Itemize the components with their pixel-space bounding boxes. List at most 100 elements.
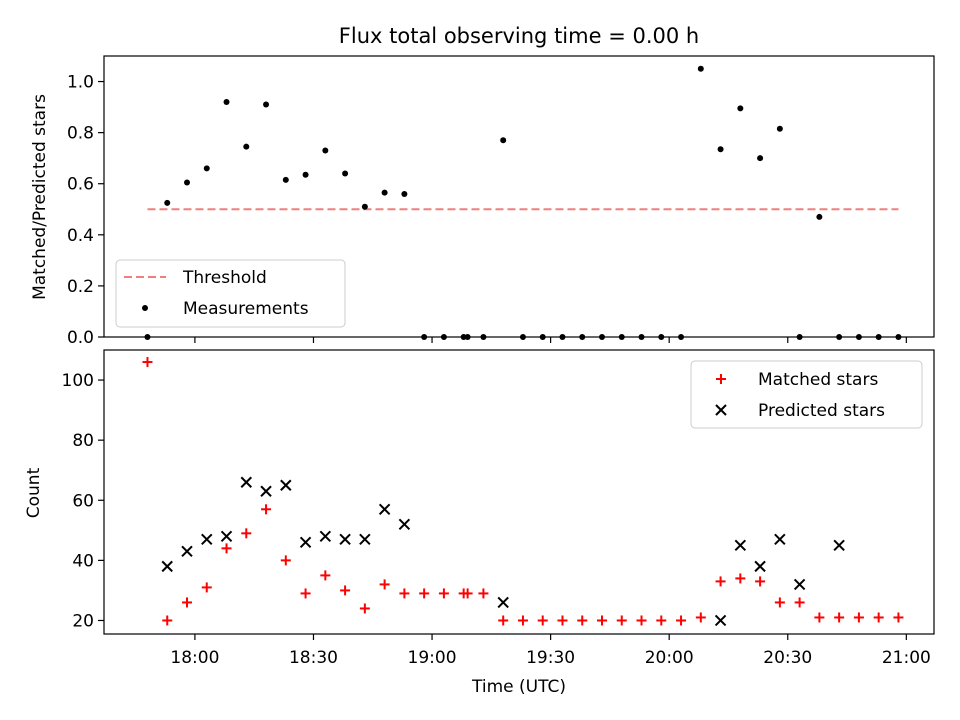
measurement-point xyxy=(184,179,190,186)
bottom-plot-area: 20 40 60 80 100 18:00 18:30 19:00 19:30 20:00 20:3… xyxy=(62,349,935,668)
measurement-point xyxy=(203,165,210,172)
top-y-tick-label: 0.2 xyxy=(67,277,94,297)
matched-star-point xyxy=(794,597,805,608)
measurement-point xyxy=(263,101,270,108)
predicted-star-point xyxy=(497,596,509,609)
matched-star-point xyxy=(340,585,351,596)
predicted-star-point xyxy=(161,560,173,573)
matched-star-point xyxy=(557,615,568,626)
measurement-point xyxy=(776,125,783,132)
bottom-legend: Matched stars Predicted stars xyxy=(690,360,923,429)
measurement-point xyxy=(737,105,744,112)
x-tick-label: 21:00 xyxy=(882,648,931,668)
measurement-point xyxy=(282,176,289,183)
predicted-star-point xyxy=(339,533,351,546)
matched-star-point xyxy=(379,579,390,590)
measurement-point xyxy=(223,98,230,105)
predicted-star-point xyxy=(734,539,747,552)
measurement-point xyxy=(717,146,724,153)
matched-star-point xyxy=(577,615,588,626)
measurement-point xyxy=(302,171,309,178)
matched-star-point xyxy=(676,615,687,626)
predicted-x-b xyxy=(378,503,391,515)
bottom-y-tick-label: 40 xyxy=(72,551,94,571)
measurement-point xyxy=(322,147,329,154)
predicted-star-point xyxy=(201,533,213,546)
matched-star-point xyxy=(498,615,509,626)
top-y-axis-label: Matched/Predicted stars xyxy=(30,94,50,300)
predicted-star-point xyxy=(220,530,233,543)
predicted-x-b xyxy=(220,530,233,543)
predicted-x-b xyxy=(793,578,806,591)
x-tick-label: 20:30 xyxy=(763,648,812,668)
predicted-x-b xyxy=(161,560,173,573)
predicted-x-b xyxy=(714,614,727,627)
predicted-x-b xyxy=(280,479,292,491)
chart-title: Flux total observing time = 0.00 h xyxy=(339,24,699,48)
matched-star-point xyxy=(774,597,785,608)
matched-star-point xyxy=(462,588,473,599)
bottom-y-tick-label: 100 xyxy=(62,371,94,391)
matched-star-point xyxy=(182,597,192,608)
predicted-star-point xyxy=(299,536,312,549)
bottom-y-tick-label: 20 xyxy=(72,611,94,631)
matched-star-point xyxy=(241,528,252,539)
top-legend-box xyxy=(115,259,346,328)
matched-star-point xyxy=(201,582,212,593)
predicted-star-point xyxy=(774,533,786,546)
predicted-x-b xyxy=(398,518,411,531)
predicted-star-point xyxy=(359,533,371,546)
measurement-point xyxy=(164,199,171,206)
x-tick-label: 19:00 xyxy=(408,648,457,668)
matched-star-point xyxy=(735,573,746,584)
x-tick-label: 18:00 xyxy=(170,648,219,668)
legend-measurements-swatch xyxy=(142,305,148,311)
predicted-x-b xyxy=(497,596,509,609)
matched-star-point xyxy=(221,543,232,554)
top-y-tick-label: 0.0 xyxy=(67,328,94,348)
top-y-tick-label: 0.4 xyxy=(67,226,94,246)
predicted-star-point xyxy=(240,476,252,488)
legend-matched-label: Matched stars xyxy=(758,370,878,390)
predicted-x-b xyxy=(299,536,312,549)
measurement-point xyxy=(342,170,349,177)
predicted-x-b xyxy=(240,476,252,488)
measurement-point xyxy=(816,213,823,220)
legend-predicted-label: Predicted stars xyxy=(758,401,885,421)
matched-star-point xyxy=(162,615,173,626)
matched-star-point xyxy=(359,603,370,614)
bottom-y-tick-label: 80 xyxy=(72,431,94,451)
measurement-point xyxy=(500,137,507,144)
matched-star-point xyxy=(419,588,430,599)
matched-star-point xyxy=(399,588,410,599)
matched-star-point xyxy=(597,615,607,626)
predicted-x-b xyxy=(260,485,272,497)
bottom-y-axis-label: Count xyxy=(24,467,44,518)
matched-star-point xyxy=(834,612,845,623)
measurement-point xyxy=(697,65,704,72)
x-tick-label: 20:00 xyxy=(645,648,694,668)
matched-star-point xyxy=(715,576,726,587)
measurement-point xyxy=(757,155,764,162)
predicted-x-b xyxy=(774,533,786,546)
matched-star-point xyxy=(261,504,272,515)
matched-star-point xyxy=(853,612,864,623)
matched-star-point xyxy=(517,615,528,626)
predicted-star-point xyxy=(280,479,292,491)
top-y-tick-label: 1.0 xyxy=(67,73,94,93)
predicted-star-point xyxy=(714,614,727,627)
predicted-star-point xyxy=(378,503,391,515)
predicted-x-b xyxy=(339,533,351,546)
predicted-star-point xyxy=(833,539,845,552)
matched-star-point xyxy=(755,576,766,587)
matched-star-point xyxy=(320,570,331,581)
matched-star-point xyxy=(814,612,825,623)
matched-star-point xyxy=(280,555,291,566)
predicted-x-b xyxy=(201,533,213,546)
predicted-x-b xyxy=(754,560,766,573)
matched-star-point xyxy=(478,588,489,599)
predicted-star-point xyxy=(754,560,766,573)
bottom-y-tick-label: 60 xyxy=(72,491,94,511)
bottom-plot-frame xyxy=(103,349,935,635)
